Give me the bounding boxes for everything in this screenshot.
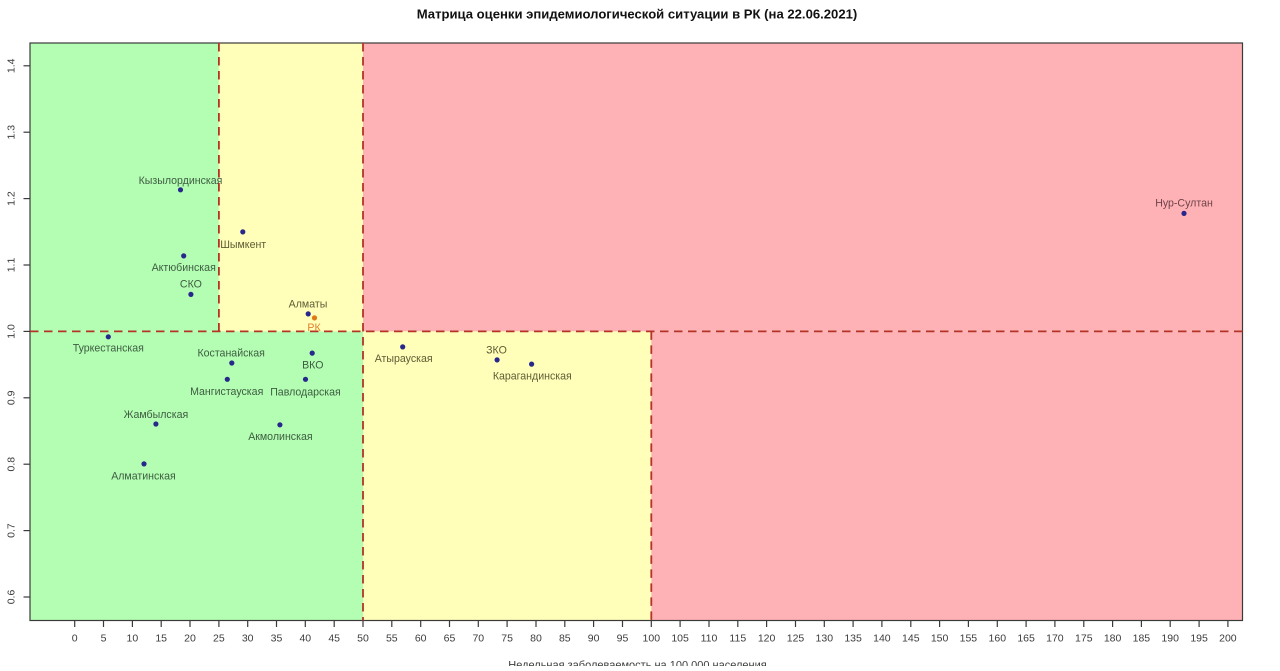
svg-text:1.1: 1.1 bbox=[6, 258, 18, 273]
svg-text:85: 85 bbox=[559, 633, 571, 645]
svg-text:Карагандинская: Карагандинская bbox=[493, 370, 572, 382]
svg-text:15: 15 bbox=[155, 633, 167, 645]
svg-text:60: 60 bbox=[415, 633, 427, 645]
svg-text:150: 150 bbox=[931, 633, 949, 645]
svg-text:Матрица оценки эпидемиологичес: Матрица оценки эпидемиологической ситуац… bbox=[417, 7, 858, 22]
svg-text:1.4: 1.4 bbox=[6, 58, 18, 73]
svg-text:145: 145 bbox=[902, 633, 920, 645]
svg-text:10: 10 bbox=[127, 633, 139, 645]
svg-text:ВКО: ВКО bbox=[302, 359, 323, 371]
svg-text:95: 95 bbox=[617, 633, 629, 645]
svg-text:45: 45 bbox=[328, 633, 340, 645]
svg-text:Алматинская: Алматинская bbox=[111, 470, 176, 482]
svg-text:0.6: 0.6 bbox=[6, 590, 18, 605]
svg-text:200: 200 bbox=[1219, 633, 1237, 645]
svg-text:Павлодарская: Павлодарская bbox=[270, 387, 341, 399]
svg-text:Туркестанская: Туркестанская bbox=[73, 343, 144, 355]
svg-text:180: 180 bbox=[1104, 633, 1122, 645]
svg-text:20: 20 bbox=[184, 633, 196, 645]
svg-text:Акмолинская: Акмолинская bbox=[248, 431, 312, 443]
svg-text:65: 65 bbox=[444, 633, 456, 645]
svg-text:90: 90 bbox=[588, 633, 600, 645]
svg-text:40: 40 bbox=[299, 633, 311, 645]
svg-text:115: 115 bbox=[729, 633, 746, 645]
svg-text:Недельная заболеваемость на 10: Недельная заболеваемость на 100 000 насе… bbox=[508, 660, 766, 667]
svg-text:140: 140 bbox=[873, 633, 891, 645]
svg-text:РК: РК bbox=[307, 322, 321, 334]
svg-text:120: 120 bbox=[758, 633, 776, 645]
svg-text:0.7: 0.7 bbox=[6, 523, 18, 538]
svg-text:СКО: СКО bbox=[180, 279, 202, 291]
svg-text:30: 30 bbox=[242, 633, 254, 645]
svg-text:25: 25 bbox=[213, 633, 225, 645]
svg-text:Кызылординская: Кызылординская bbox=[139, 175, 223, 187]
svg-text:50: 50 bbox=[357, 633, 369, 645]
svg-text:35: 35 bbox=[271, 633, 283, 645]
svg-text:0.9: 0.9 bbox=[6, 390, 18, 405]
svg-text:160: 160 bbox=[989, 633, 1007, 645]
svg-text:Костанайская: Костанайская bbox=[197, 347, 264, 359]
svg-text:Алматы: Алматы bbox=[289, 299, 328, 311]
svg-text:0: 0 bbox=[72, 633, 78, 645]
svg-text:ЗКО: ЗКО bbox=[486, 344, 507, 356]
svg-text:190: 190 bbox=[1161, 633, 1179, 645]
svg-text:185: 185 bbox=[1133, 633, 1151, 645]
svg-text:75: 75 bbox=[501, 633, 513, 645]
svg-text:Нур-Султан: Нур-Султан bbox=[1155, 198, 1213, 210]
svg-text:0.8: 0.8 bbox=[6, 457, 18, 472]
svg-text:110: 110 bbox=[701, 633, 718, 645]
svg-text:165: 165 bbox=[1017, 633, 1035, 645]
svg-text:1.2: 1.2 bbox=[6, 191, 18, 206]
svg-text:55: 55 bbox=[386, 633, 398, 645]
svg-text:Атырауская: Атырауская bbox=[375, 353, 433, 365]
svg-text:105: 105 bbox=[671, 633, 689, 645]
svg-text:5: 5 bbox=[101, 633, 107, 645]
svg-text:80: 80 bbox=[530, 633, 542, 645]
svg-text:125: 125 bbox=[787, 633, 805, 645]
svg-text:155: 155 bbox=[960, 633, 978, 645]
svg-text:1.3: 1.3 bbox=[6, 125, 18, 140]
svg-text:Жамбылская: Жамбылская bbox=[124, 409, 189, 421]
svg-text:130: 130 bbox=[816, 633, 834, 645]
svg-text:170: 170 bbox=[1046, 633, 1064, 645]
svg-text:175: 175 bbox=[1075, 633, 1093, 645]
svg-text:Актюбинская: Актюбинская bbox=[152, 262, 216, 274]
svg-text:Мангистауская: Мангистауская bbox=[190, 386, 263, 398]
svg-text:195: 195 bbox=[1190, 633, 1208, 645]
svg-text:Шымкент: Шымкент bbox=[220, 239, 266, 251]
svg-text:1.0: 1.0 bbox=[6, 324, 18, 339]
svg-text:70: 70 bbox=[472, 633, 484, 645]
svg-text:135: 135 bbox=[844, 633, 862, 645]
svg-text:100: 100 bbox=[643, 633, 661, 645]
